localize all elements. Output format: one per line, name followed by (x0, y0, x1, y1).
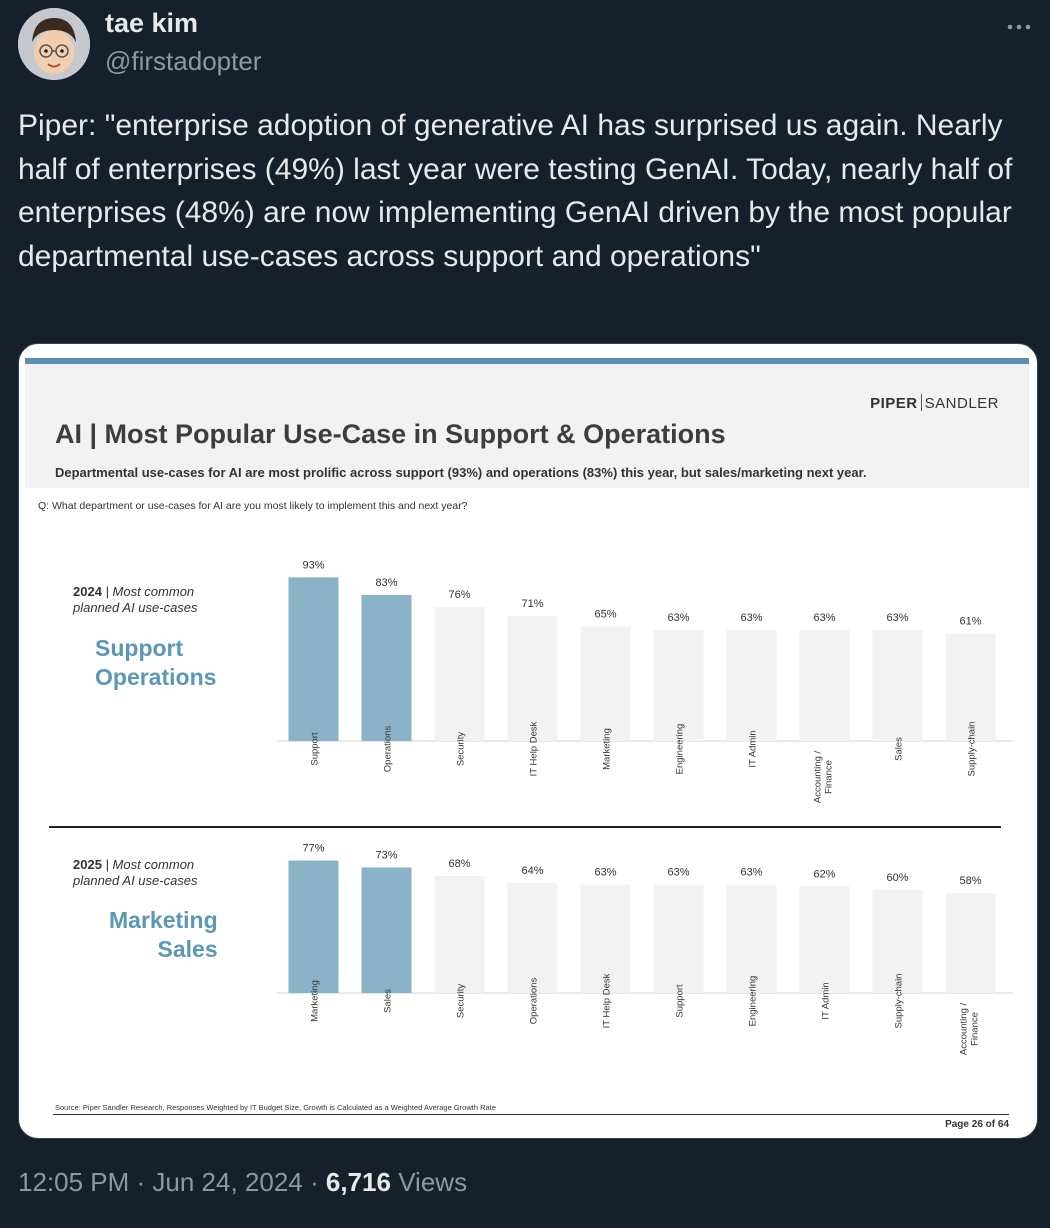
category-label-2025-8: Supply-chain (894, 974, 905, 1029)
data-label-2025-5: 63% (667, 867, 689, 879)
survey-question: Q: What department or use-cases for AI a… (38, 500, 468, 512)
bar-2024-operations (361, 594, 412, 741)
category-label-2025-9: Accounting /Finance (959, 1003, 981, 1056)
chart-2025-highlight-label: Marketing Sales (109, 907, 218, 962)
category-label-2025-1: Sales (383, 989, 394, 1013)
data-label-2024-4: 65% (594, 609, 616, 621)
data-label-2025-4: 63% (594, 867, 616, 879)
data-label-2024-8: 63% (886, 612, 908, 624)
tweet-date: Jun 24, 2024 (152, 1167, 303, 1197)
category-label-2024-9: Supply-chain (967, 722, 978, 777)
category-label-2024-7: Accounting /Finance (813, 751, 835, 804)
category-label-2024-0: Support (310, 732, 321, 766)
bar-2025-operations (507, 882, 558, 993)
views-label: Views (398, 1167, 468, 1197)
bar-2025-sales (361, 867, 412, 993)
data-label-2025-3: 64% (521, 865, 543, 877)
data-label-2024-0: 93% (302, 559, 324, 571)
data-label-2024-2: 76% (448, 589, 470, 601)
source-note: Source: Piper Sandler Research, Response… (55, 1103, 496, 1112)
chart-2024-highlight-label: Support Operations (95, 635, 217, 690)
data-label-2025-9: 58% (959, 875, 981, 887)
bar-2025-support (653, 884, 704, 993)
chart-2025-caption: 2025 | Most common planned AI use-cases (73, 857, 198, 888)
brand-logo: PIPER SANDLER (870, 394, 999, 412)
slide-header: PIPER SANDLER AI | Most Popular Use-Case … (25, 364, 1029, 488)
bar-2025-it-help-desk (580, 884, 631, 993)
bar-2025-marketing (288, 860, 339, 993)
bar-2024-sales (872, 630, 923, 741)
bar-2024-accounting-finance (799, 630, 850, 741)
bar-2025-supply-chain (872, 889, 923, 993)
category-label-2025-4: IT Help Desk (602, 973, 613, 1028)
tweet-media[interactable]: PIPER SANDLER AI | Most Popular Use-Case … (18, 343, 1038, 1139)
tweet-time: 12:05 PM (18, 1167, 130, 1197)
category-label-2025-3: Operations (529, 978, 540, 1025)
tweet-text: Piper: "enterprise adoption of generativ… (18, 109, 1021, 273)
category-label-2024-1: Operations (383, 726, 394, 773)
avatar[interactable] (18, 8, 90, 80)
data-label-2025-6: 63% (740, 867, 762, 879)
data-label-2025-7: 62% (813, 868, 835, 880)
category-label-2024-3: IT Help Desk (529, 721, 540, 776)
category-label-2024-6: IT Admin (748, 730, 759, 767)
data-label-2024-9: 61% (959, 616, 981, 628)
views-count: 6,716 (325, 1167, 391, 1197)
more-horizontal-icon (1007, 24, 1031, 30)
category-label-2025-2: Security (456, 984, 467, 1019)
data-label-2024-3: 71% (521, 598, 543, 610)
category-label-2024-4: Marketing (602, 728, 613, 770)
footer-line (53, 1114, 1009, 1115)
slide-title: AI | Most Popular Use-Case in Support & … (55, 419, 726, 449)
data-label-2024-6: 63% (740, 612, 762, 624)
category-label-2024-5: Engineering (675, 724, 686, 775)
slide: PIPER SANDLER AI | Most Popular Use-Case … (25, 354, 1029, 1132)
bar-2024-it-admin (726, 630, 777, 741)
more-options-button[interactable] (1006, 8, 1032, 39)
category-label-2024-2: Security (456, 732, 467, 767)
slide-subtitle: Departmental use-cases for AI are most p… (55, 465, 867, 480)
bar-2024-marketing (580, 626, 631, 741)
page-number: Page 26 of 64 (945, 1119, 1009, 1130)
category-label-2025-6: Engineering (748, 976, 759, 1027)
data-label-2024-7: 63% (813, 612, 835, 624)
category-label-2025-0: Marketing (310, 980, 321, 1022)
bar-2024-engineering (653, 630, 704, 741)
slide-top-bar (25, 358, 1029, 364)
memoji-avatar-icon (18, 8, 90, 80)
bar-2024-security (434, 607, 485, 741)
bar-2025-engineering (726, 884, 777, 993)
bar-2024-supply-chain (945, 633, 996, 741)
tweet-timestamp[interactable]: 12:05 PM · Jun 24, 2024 · 6,716 Views (18, 1167, 468, 1197)
chart-2024-caption: 2024 | Most common planned AI use-cases (73, 584, 198, 615)
data-label-2024-1: 83% (375, 577, 397, 589)
section-divider (49, 826, 1001, 828)
author-name[interactable]: tae kim (105, 8, 199, 38)
data-label-2025-8: 60% (886, 872, 908, 884)
bar-2025-it-admin (799, 886, 850, 993)
category-label-2024-8: Sales (894, 737, 905, 761)
bar-charts: 93% Support 83% Operations 76% Security 71% IT … (277, 559, 1013, 1056)
bar-2025-security (434, 876, 485, 993)
data-label-2025-0: 77% (302, 843, 324, 855)
data-label-2024-5: 63% (667, 612, 689, 624)
bar-2025-accounting-finance (945, 893, 996, 993)
category-label-2025-7: IT Admin (821, 982, 832, 1019)
category-label-2025-5: Support (675, 984, 686, 1018)
author-handle[interactable]: @firstadopter (105, 46, 262, 76)
bar-2024-support (288, 577, 339, 741)
bar-2024-it-help-desk (507, 616, 558, 741)
data-label-2025-1: 73% (375, 849, 397, 861)
data-label-2025-2: 68% (448, 858, 470, 870)
